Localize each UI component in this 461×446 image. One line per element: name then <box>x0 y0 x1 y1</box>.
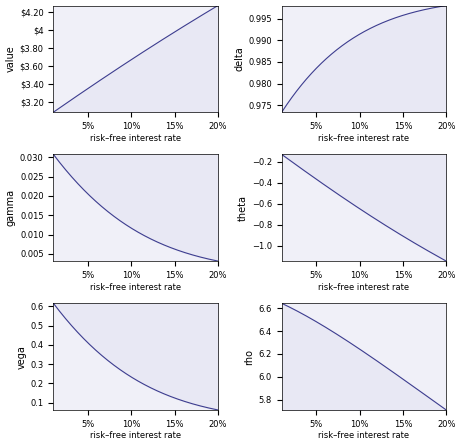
Y-axis label: gamma: gamma <box>6 189 16 226</box>
X-axis label: risk–free interest rate: risk–free interest rate <box>319 134 409 143</box>
Y-axis label: theta: theta <box>237 195 248 221</box>
X-axis label: risk–free interest rate: risk–free interest rate <box>90 283 181 292</box>
Y-axis label: rho: rho <box>244 349 254 365</box>
Y-axis label: delta: delta <box>234 46 244 71</box>
X-axis label: risk–free interest rate: risk–free interest rate <box>90 431 181 441</box>
X-axis label: risk–free interest rate: risk–free interest rate <box>319 431 409 441</box>
Y-axis label: value: value <box>6 45 16 72</box>
X-axis label: risk–free interest rate: risk–free interest rate <box>90 134 181 143</box>
X-axis label: risk–free interest rate: risk–free interest rate <box>319 283 409 292</box>
Y-axis label: vega: vega <box>16 345 26 368</box>
